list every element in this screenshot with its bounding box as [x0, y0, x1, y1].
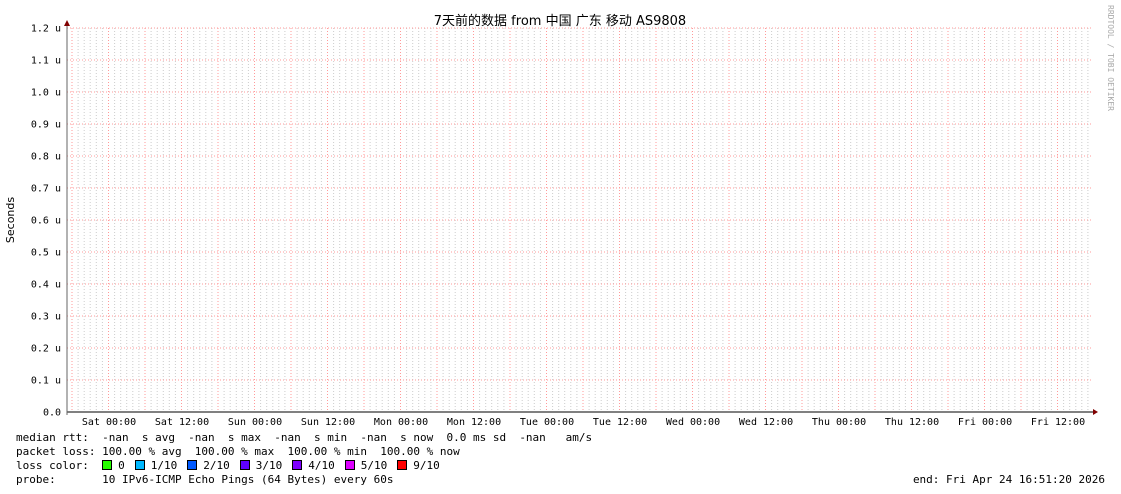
color-swatch-icon — [344, 460, 355, 470]
loss-color-text: 2/10 — [203, 459, 230, 472]
loss-color-item: 2/10 — [187, 459, 230, 472]
end-time: end: Fri Apr 24 16:51:20 2026 — [912, 473, 1105, 486]
y-tick-label: 0.2 u — [31, 344, 61, 355]
color-swatch-icon — [102, 460, 113, 470]
y-tick-label: 0.1 u — [31, 376, 61, 387]
loss-color-item: 0 — [102, 459, 125, 472]
loss-color-item: 3/10 — [239, 459, 283, 472]
loss-color-item: 9/10 — [397, 459, 440, 472]
grid — [67, 27, 1093, 412]
color-swatch-icon — [292, 460, 303, 470]
loss-color-text: 1/10 — [150, 459, 178, 472]
y-tick-label: 0.0 — [43, 408, 61, 419]
loss-color-item: 4/10 — [292, 459, 335, 472]
probe-value: 10 IPv6-ICMP Echo Pings (64 Bytes) every… — [102, 473, 394, 486]
x-tick-label: Fri 12:00 — [1031, 417, 1085, 428]
axes — [64, 20, 1098, 415]
loss-color-label: loss color: — [16, 459, 89, 472]
x-tick-label: Sat 12:00 — [155, 417, 209, 428]
y-tick-label: 0.8 u — [31, 152, 61, 163]
x-tick-label: Sun 12:00 — [301, 417, 355, 428]
y-axis-arrow-icon — [64, 20, 70, 26]
probe-label: probe: — [16, 473, 56, 486]
watermark: RRDTOOL / TOBI OETIKER — [1106, 5, 1115, 111]
loss-color-item: 5/10 — [344, 459, 388, 472]
x-tick-label: Fri 00:00 — [958, 417, 1012, 428]
rtt-chart: 7天前的数据 from 中国 广东 移动 AS9808 Seconds RRDT… — [4, 5, 1115, 428]
x-tick-label: Wed 00:00 — [666, 417, 720, 428]
loss-color-text: 3/10 — [255, 459, 283, 472]
color-swatch-icon — [187, 460, 198, 470]
y-tick-label: 0.9 u — [31, 120, 61, 131]
loss-color-line: loss color: 0 1/10 2/10 3/10 4/10 5/10 9/10 — [16, 459, 450, 473]
chart-title: 7天前的数据 from 中国 广东 移动 AS9808 — [434, 13, 686, 29]
loss-color-text: 9/10 — [413, 459, 440, 472]
x-tick-label: Mon 12:00 — [447, 417, 501, 428]
x-tick-label: Sat 00:00 — [82, 417, 136, 428]
y-tick-label: 0.6 u — [31, 216, 61, 227]
y-tick-label: 0.5 u — [31, 248, 61, 259]
y-tick-label: 0.4 u — [31, 280, 61, 291]
y-tick-label: 0.3 u — [31, 312, 61, 323]
loss-color-text: 0 — [118, 459, 125, 472]
loss-color-text: 4/10 — [308, 459, 335, 472]
y-axis-label: Seconds — [4, 197, 17, 243]
packet-loss-line: packet loss: 100.00 % avg 100.00 % max 1… — [16, 445, 460, 458]
x-tick-label: Mon 00:00 — [374, 417, 428, 428]
y-tick-labels: 0.0 0.1 u 0.2 u 0.3 u 0.4 u 0.5 u 0.6 u 0.7 u 0.… — [31, 24, 61, 419]
x-tick-label: Sun 00:00 — [228, 417, 282, 428]
median-rtt-line: median rtt: -nan s avg -nan s max -nan s… — [16, 431, 593, 444]
y-tick-label: 0.7 u — [31, 184, 61, 195]
y-tick-label: 1.1 u — [31, 56, 61, 67]
color-swatch-icon — [134, 460, 145, 470]
x-tick-label: Tue 12:00 — [593, 417, 647, 428]
x-tick-labels: Sat 00:00 Sat 12:00 Sun 00:00 Sun 12:00 Mon … — [82, 417, 1085, 428]
x-tick-label: Thu 00:00 — [812, 417, 866, 428]
x-axis-arrow-icon — [1093, 409, 1098, 415]
color-swatch-icon — [397, 460, 408, 470]
loss-color-item: 1/10 — [134, 459, 178, 472]
y-tick-label: 1.2 u — [31, 24, 61, 35]
x-tick-label: Thu 12:00 — [885, 417, 939, 428]
x-tick-label: Tue 00:00 — [520, 417, 574, 428]
y-tick-label: 1.0 u — [31, 88, 61, 99]
loss-color-text: 5/10 — [360, 459, 388, 472]
color-swatch-icon — [239, 460, 250, 470]
probe-line: probe: 10 IPv6-ICMP Echo Pings (64 Bytes… — [16, 473, 1105, 487]
x-tick-label: Wed 12:00 — [739, 417, 793, 428]
